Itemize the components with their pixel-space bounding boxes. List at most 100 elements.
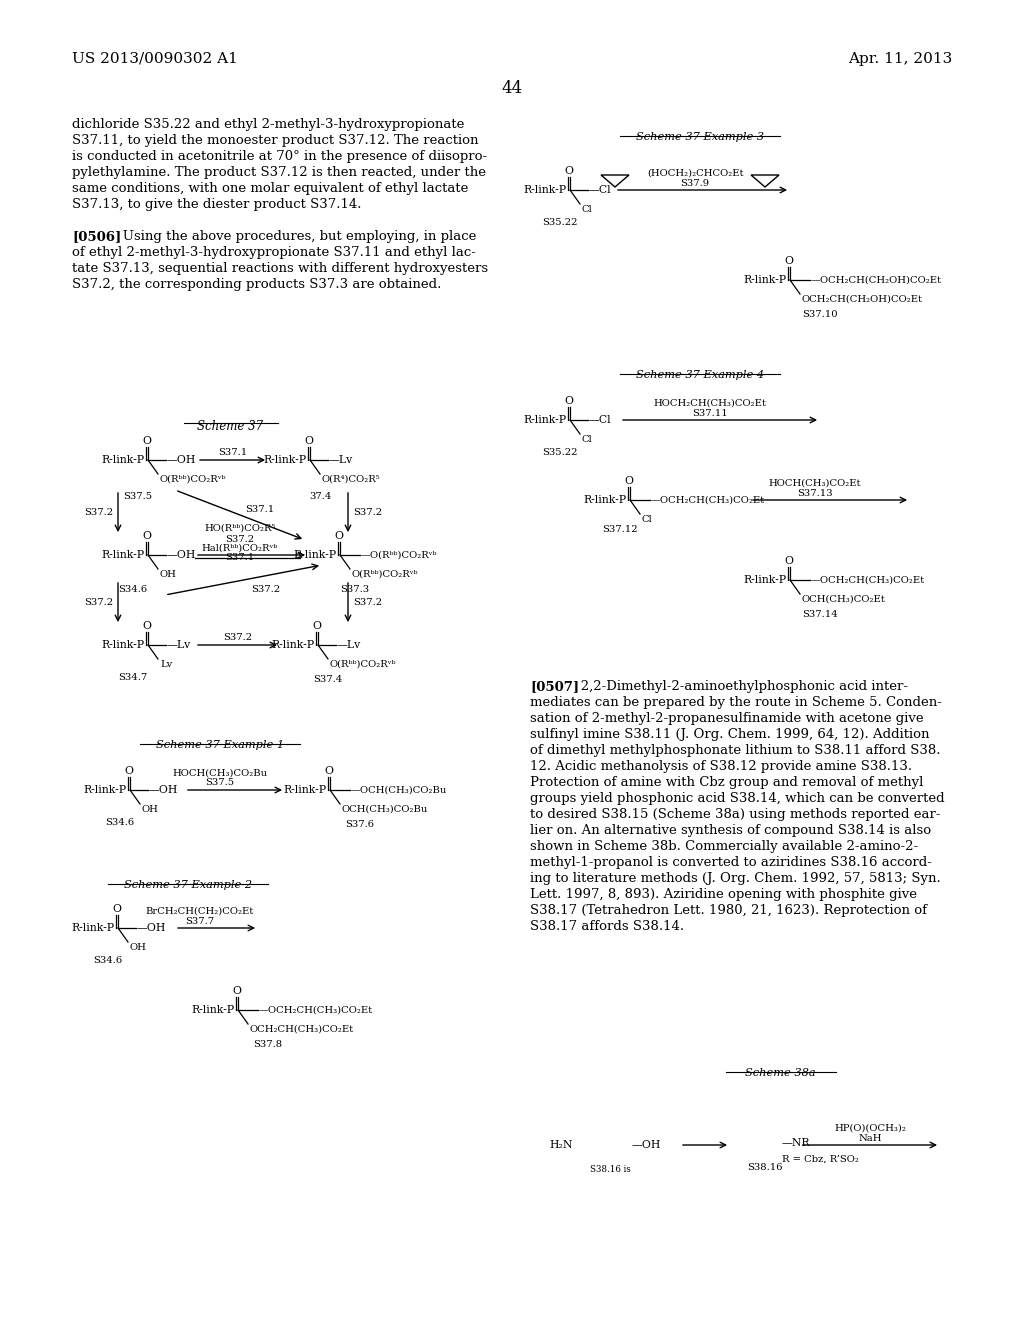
Text: same conditions, with one molar equivalent of ethyl lactate: same conditions, with one molar equivale… [72,182,468,195]
Text: R-link-P: R-link-P [294,550,337,560]
Text: O: O [304,436,313,446]
Text: to desired S38.15 (Scheme 38a) using methods reported ear-: to desired S38.15 (Scheme 38a) using met… [530,808,940,821]
Text: sulfinyl imine S38.11 (J. Org. Chem. 1999, 64, 12). Addition: sulfinyl imine S38.11 (J. Org. Chem. 199… [530,729,930,741]
Text: Scheme 37: Scheme 37 [197,420,263,433]
Text: S34.7: S34.7 [119,673,147,682]
Text: 44: 44 [502,81,522,96]
Text: S35.22: S35.22 [543,218,578,227]
Text: S37.2: S37.2 [84,508,113,517]
Text: S37.11: S37.11 [692,409,728,418]
Text: O: O [784,556,794,566]
Text: S35.22: S35.22 [543,447,578,457]
Text: OH: OH [160,570,177,579]
Text: —OCH₂CH(CH₃)CO₂Et: —OCH₂CH(CH₃)CO₂Et [811,576,925,585]
Text: O: O [113,904,122,913]
Text: O: O [784,256,794,267]
Text: S37.4: S37.4 [313,675,343,684]
Text: S37.14: S37.14 [802,610,838,619]
Text: S37.12: S37.12 [602,525,638,535]
Text: HOCH₂CH(CH₃)CO₂Et: HOCH₂CH(CH₃)CO₂Et [653,399,766,408]
Text: Protection of amine with Cbz group and removal of methyl: Protection of amine with Cbz group and r… [530,776,924,789]
Text: R-link-P: R-link-P [264,455,307,465]
Text: —O(Rᵇᵇ)CO₂Rᵛᵇ: —O(Rᵇᵇ)CO₂Rᵛᵇ [361,550,437,560]
Text: Using the above procedures, but employing, in place: Using the above procedures, but employin… [110,230,476,243]
Text: dichloride S35.22 and ethyl 2-methyl-3-hydroxypropionate: dichloride S35.22 and ethyl 2-methyl-3-h… [72,117,464,131]
Text: S37.9: S37.9 [680,180,710,187]
Text: —OH: —OH [167,455,197,465]
Text: S37.8: S37.8 [253,1040,283,1049]
Text: O: O [564,396,573,407]
Text: S37.13, to give the diester product S37.14.: S37.13, to give the diester product S37.… [72,198,361,211]
Text: R-link-P: R-link-P [84,785,127,795]
Text: —Lv: —Lv [337,640,361,649]
Text: [0506]: [0506] [72,230,121,243]
Text: S37.3: S37.3 [340,585,370,594]
Text: S38.16 is: S38.16 is [590,1166,631,1173]
Text: R-link-P: R-link-P [191,1005,234,1015]
Text: US 2013/0090302 A1: US 2013/0090302 A1 [72,51,238,66]
Text: S37.2: S37.2 [225,535,255,544]
Text: R-link-P: R-link-P [524,414,567,425]
Text: O: O [142,620,152,631]
Text: S37.1: S37.1 [245,506,274,515]
Text: HOCH(CH₃)CO₂Et: HOCH(CH₃)CO₂Et [769,479,861,488]
Text: pylethylamine. The product S37.12 is then reacted, under the: pylethylamine. The product S37.12 is the… [72,166,486,180]
Text: R = Cbz, R’SO₂: R = Cbz, R’SO₂ [782,1155,859,1164]
Text: —OCH₂CH(CH₃)CO₂Et: —OCH₂CH(CH₃)CO₂Et [259,1006,373,1015]
Text: S37.2, the corresponding products S37.3 are obtained.: S37.2, the corresponding products S37.3 … [72,279,441,290]
Text: OCH₂CH(CH₂OH)CO₂Et: OCH₂CH(CH₂OH)CO₂Et [802,294,923,304]
Text: —Lv: —Lv [329,455,353,465]
Text: S37.5: S37.5 [206,777,234,787]
Text: Lett. 1997, 8, 893). Aziridine opening with phosphite give: Lett. 1997, 8, 893). Aziridine opening w… [530,888,918,902]
Text: O: O [325,766,334,776]
Text: R-link-P: R-link-P [743,576,787,585]
Text: Scheme 37 Example 2: Scheme 37 Example 2 [124,880,252,890]
Text: Cl: Cl [582,205,593,214]
Text: [0507]: [0507] [530,680,580,693]
Text: O: O [335,531,343,541]
Text: O(Rᵇᵇ)CO₂Rᵛᵇ: O(Rᵇᵇ)CO₂Rᵛᵇ [352,570,419,579]
Text: S37.6: S37.6 [345,820,375,829]
Text: O: O [142,436,152,446]
Text: R-link-P: R-link-P [284,785,327,795]
Text: OCH(CH₃)CO₂Bu: OCH(CH₃)CO₂Bu [342,805,428,814]
Text: S37.11, to yield the monoester product S37.12. The reaction: S37.11, to yield the monoester product S… [72,135,478,147]
Text: HOCH(CH₃)CO₂Bu: HOCH(CH₃)CO₂Bu [172,770,267,777]
Text: S34.6: S34.6 [105,818,134,828]
Text: NaH: NaH [858,1134,882,1143]
Text: —Lv: —Lv [167,640,191,649]
Text: groups yield phosphonic acid S38.14, which can be converted: groups yield phosphonic acid S38.14, whi… [530,792,944,805]
Text: ing to literature methods (J. Org. Chem. 1992, 57, 5813; Syn.: ing to literature methods (J. Org. Chem.… [530,873,941,884]
Text: 12. Acidic methanolysis of S38.12 provide amine S38.13.: 12. Acidic methanolysis of S38.12 provid… [530,760,912,774]
Text: 37.4: 37.4 [309,492,331,502]
Text: S37.13: S37.13 [798,488,833,498]
Text: O(R⁴)CO₂R⁵: O(R⁴)CO₂R⁵ [322,475,381,484]
Text: —Cl: —Cl [589,414,611,425]
Text: S37.2: S37.2 [84,598,113,607]
Text: O(Rᵇᵇ)CO₂Rᵛᵇ: O(Rᵇᵇ)CO₂Rᵛᵇ [330,660,396,669]
Text: (HOCH₂)₂CHCO₂Et: (HOCH₂)₂CHCO₂Et [647,169,743,178]
Text: O: O [312,620,322,631]
Text: Apr. 11, 2013: Apr. 11, 2013 [848,51,952,66]
Text: OH: OH [130,942,146,952]
Text: OH: OH [142,805,159,814]
Text: of ethyl 2-methyl-3-hydroxypropionate S37.11 and ethyl lac-: of ethyl 2-methyl-3-hydroxypropionate S3… [72,246,476,259]
Text: Cl: Cl [582,436,593,444]
Text: —OCH₂CH(CH₃)CO₂Et: —OCH₂CH(CH₃)CO₂Et [651,495,765,504]
Text: —OH: —OH [167,550,197,560]
Text: O: O [564,166,573,176]
Text: methyl-1-propanol is converted to aziridines S38.16 accord-: methyl-1-propanol is converted to azirid… [530,855,932,869]
Text: S38.16: S38.16 [748,1163,782,1172]
Text: S37.2: S37.2 [223,634,252,642]
Text: R-link-P: R-link-P [584,495,627,506]
Text: S37.7: S37.7 [185,917,215,927]
Text: sation of 2-methyl-2-propanesulfinamide with acetone give: sation of 2-methyl-2-propanesulfinamide … [530,711,924,725]
Text: Scheme 37 Example 4: Scheme 37 Example 4 [636,370,764,380]
Text: of dimethyl methylphosphonate lithium to S38.11 afford S38.: of dimethyl methylphosphonate lithium to… [530,744,940,756]
Text: —Cl: —Cl [589,185,611,195]
Text: HO(Rᵇᵇ)CO₂R⁵: HO(Rᵇᵇ)CO₂R⁵ [205,524,275,533]
Text: S37.10: S37.10 [802,310,838,319]
Text: OCH₂CH(CH₃)CO₂Et: OCH₂CH(CH₃)CO₂Et [250,1026,354,1034]
Text: R-link-P: R-link-P [101,640,145,649]
Text: S38.17 affords S38.14.: S38.17 affords S38.14. [530,920,684,933]
